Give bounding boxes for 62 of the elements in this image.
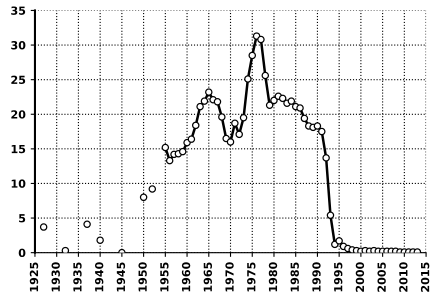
x-tick-label: 1990	[312, 262, 321, 292]
point	[200, 97, 208, 105]
x-tick-label: 2010	[399, 262, 408, 292]
y-tick-label: 35	[11, 6, 26, 15]
point	[244, 75, 252, 83]
point	[326, 212, 334, 220]
point	[83, 220, 91, 228]
y-tick-label: 25	[11, 76, 26, 84]
point	[166, 156, 174, 164]
x-tick-label: 1980	[268, 262, 278, 292]
point	[231, 120, 239, 128]
point	[322, 154, 330, 162]
point	[196, 102, 204, 110]
point	[240, 114, 248, 122]
point	[62, 246, 70, 253]
point	[148, 185, 156, 193]
y-tick-label: 0	[18, 248, 26, 258]
point	[140, 194, 148, 202]
x-tick-label: 2005	[377, 262, 386, 292]
y-tick-label: 30	[11, 41, 26, 50]
point	[248, 52, 256, 60]
point	[192, 122, 200, 130]
point	[266, 102, 274, 110]
point	[270, 96, 278, 104]
point	[300, 114, 308, 122]
point	[257, 36, 265, 44]
point	[288, 97, 296, 105]
point	[40, 223, 48, 231]
x-tick-label: 1930	[52, 262, 60, 292]
point	[262, 72, 270, 80]
point	[226, 138, 234, 146]
point	[296, 104, 304, 112]
x-tick-label: 1950	[138, 262, 147, 292]
y-tick-label: 10	[12, 179, 26, 188]
point	[235, 130, 243, 138]
x-tick-label: 1925	[30, 262, 38, 292]
x-tick-label: 1935	[73, 262, 82, 292]
point	[205, 88, 213, 96]
x-tick-label: 1995	[334, 262, 342, 292]
point	[314, 122, 322, 130]
x-tick-label: 1970	[225, 262, 234, 292]
point	[214, 98, 222, 106]
point	[278, 94, 286, 102]
x-tick-label: 2015	[420, 262, 430, 292]
y-tick-label: 15	[12, 144, 26, 154]
point	[162, 144, 170, 152]
x-tick-label: 1955	[160, 262, 169, 292]
point	[318, 128, 326, 136]
x-tick-label: 1960	[182, 262, 190, 292]
x-tick-label: 2000	[356, 262, 364, 292]
point	[178, 148, 186, 156]
point	[96, 236, 104, 244]
point	[188, 135, 196, 143]
point	[218, 113, 226, 121]
x-tick-label: 1985	[290, 262, 299, 292]
y-tick-label: 20	[11, 110, 26, 119]
x-tick-label: 1965	[204, 262, 212, 292]
y-tick-label: 5	[19, 214, 26, 222]
x-tick-label: 1975	[247, 262, 256, 292]
x-tick-label: 1945	[116, 262, 126, 292]
x-tick-label: 1940	[94, 262, 104, 292]
point	[335, 237, 343, 245]
